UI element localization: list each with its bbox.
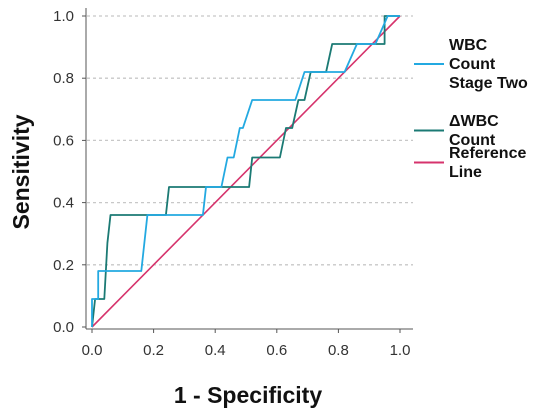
legend-label: WBC (449, 37, 488, 54)
legend-item: ΔWBC Count (414, 113, 499, 149)
y-tick-label: 0.6 (53, 132, 74, 149)
x-axis-ticks: 0.0 0.2 0.4 0.6 0.8 1.0 (82, 329, 411, 359)
legend-label: Stage Two (449, 75, 528, 92)
y-tick-label: 0.8 (53, 70, 74, 87)
x-tick-label: 0.8 (328, 342, 349, 359)
y-tick-label: 0.2 (53, 257, 74, 274)
legend-label: ΔWBC (449, 113, 499, 130)
y-tick-label: 1.0 (53, 8, 74, 25)
legend-label: Line (449, 164, 482, 181)
x-tick-label: 0.4 (205, 342, 226, 359)
y-axis-ticks: 0.0 0.2 0.4 0.6 0.8 1.0 (53, 8, 86, 336)
y-tick-label: 0.0 (53, 319, 74, 336)
x-tick-label: 0.0 (82, 342, 103, 359)
legend-item: Reference Line (414, 145, 526, 181)
legend-item: WBC Count Stage Two (414, 37, 528, 92)
legend-label: Count (449, 56, 496, 73)
y-tick-label: 0.4 (53, 195, 74, 212)
legend-label: Reference (449, 145, 526, 162)
x-tick-label: 0.6 (266, 342, 287, 359)
legend-label: Count (449, 132, 496, 149)
series-line-wbc-count (91, 15, 400, 328)
x-axis-title: 1 - Specificity (174, 382, 322, 408)
series-lines (91, 15, 401, 328)
series-line-wbc-count-stage-two (91, 15, 400, 327)
x-tick-label: 1.0 (390, 342, 411, 359)
y-axis-title: Sensitivity (8, 114, 34, 229)
series-line-reference-line (91, 15, 401, 328)
x-tick-label: 0.2 (143, 342, 164, 359)
